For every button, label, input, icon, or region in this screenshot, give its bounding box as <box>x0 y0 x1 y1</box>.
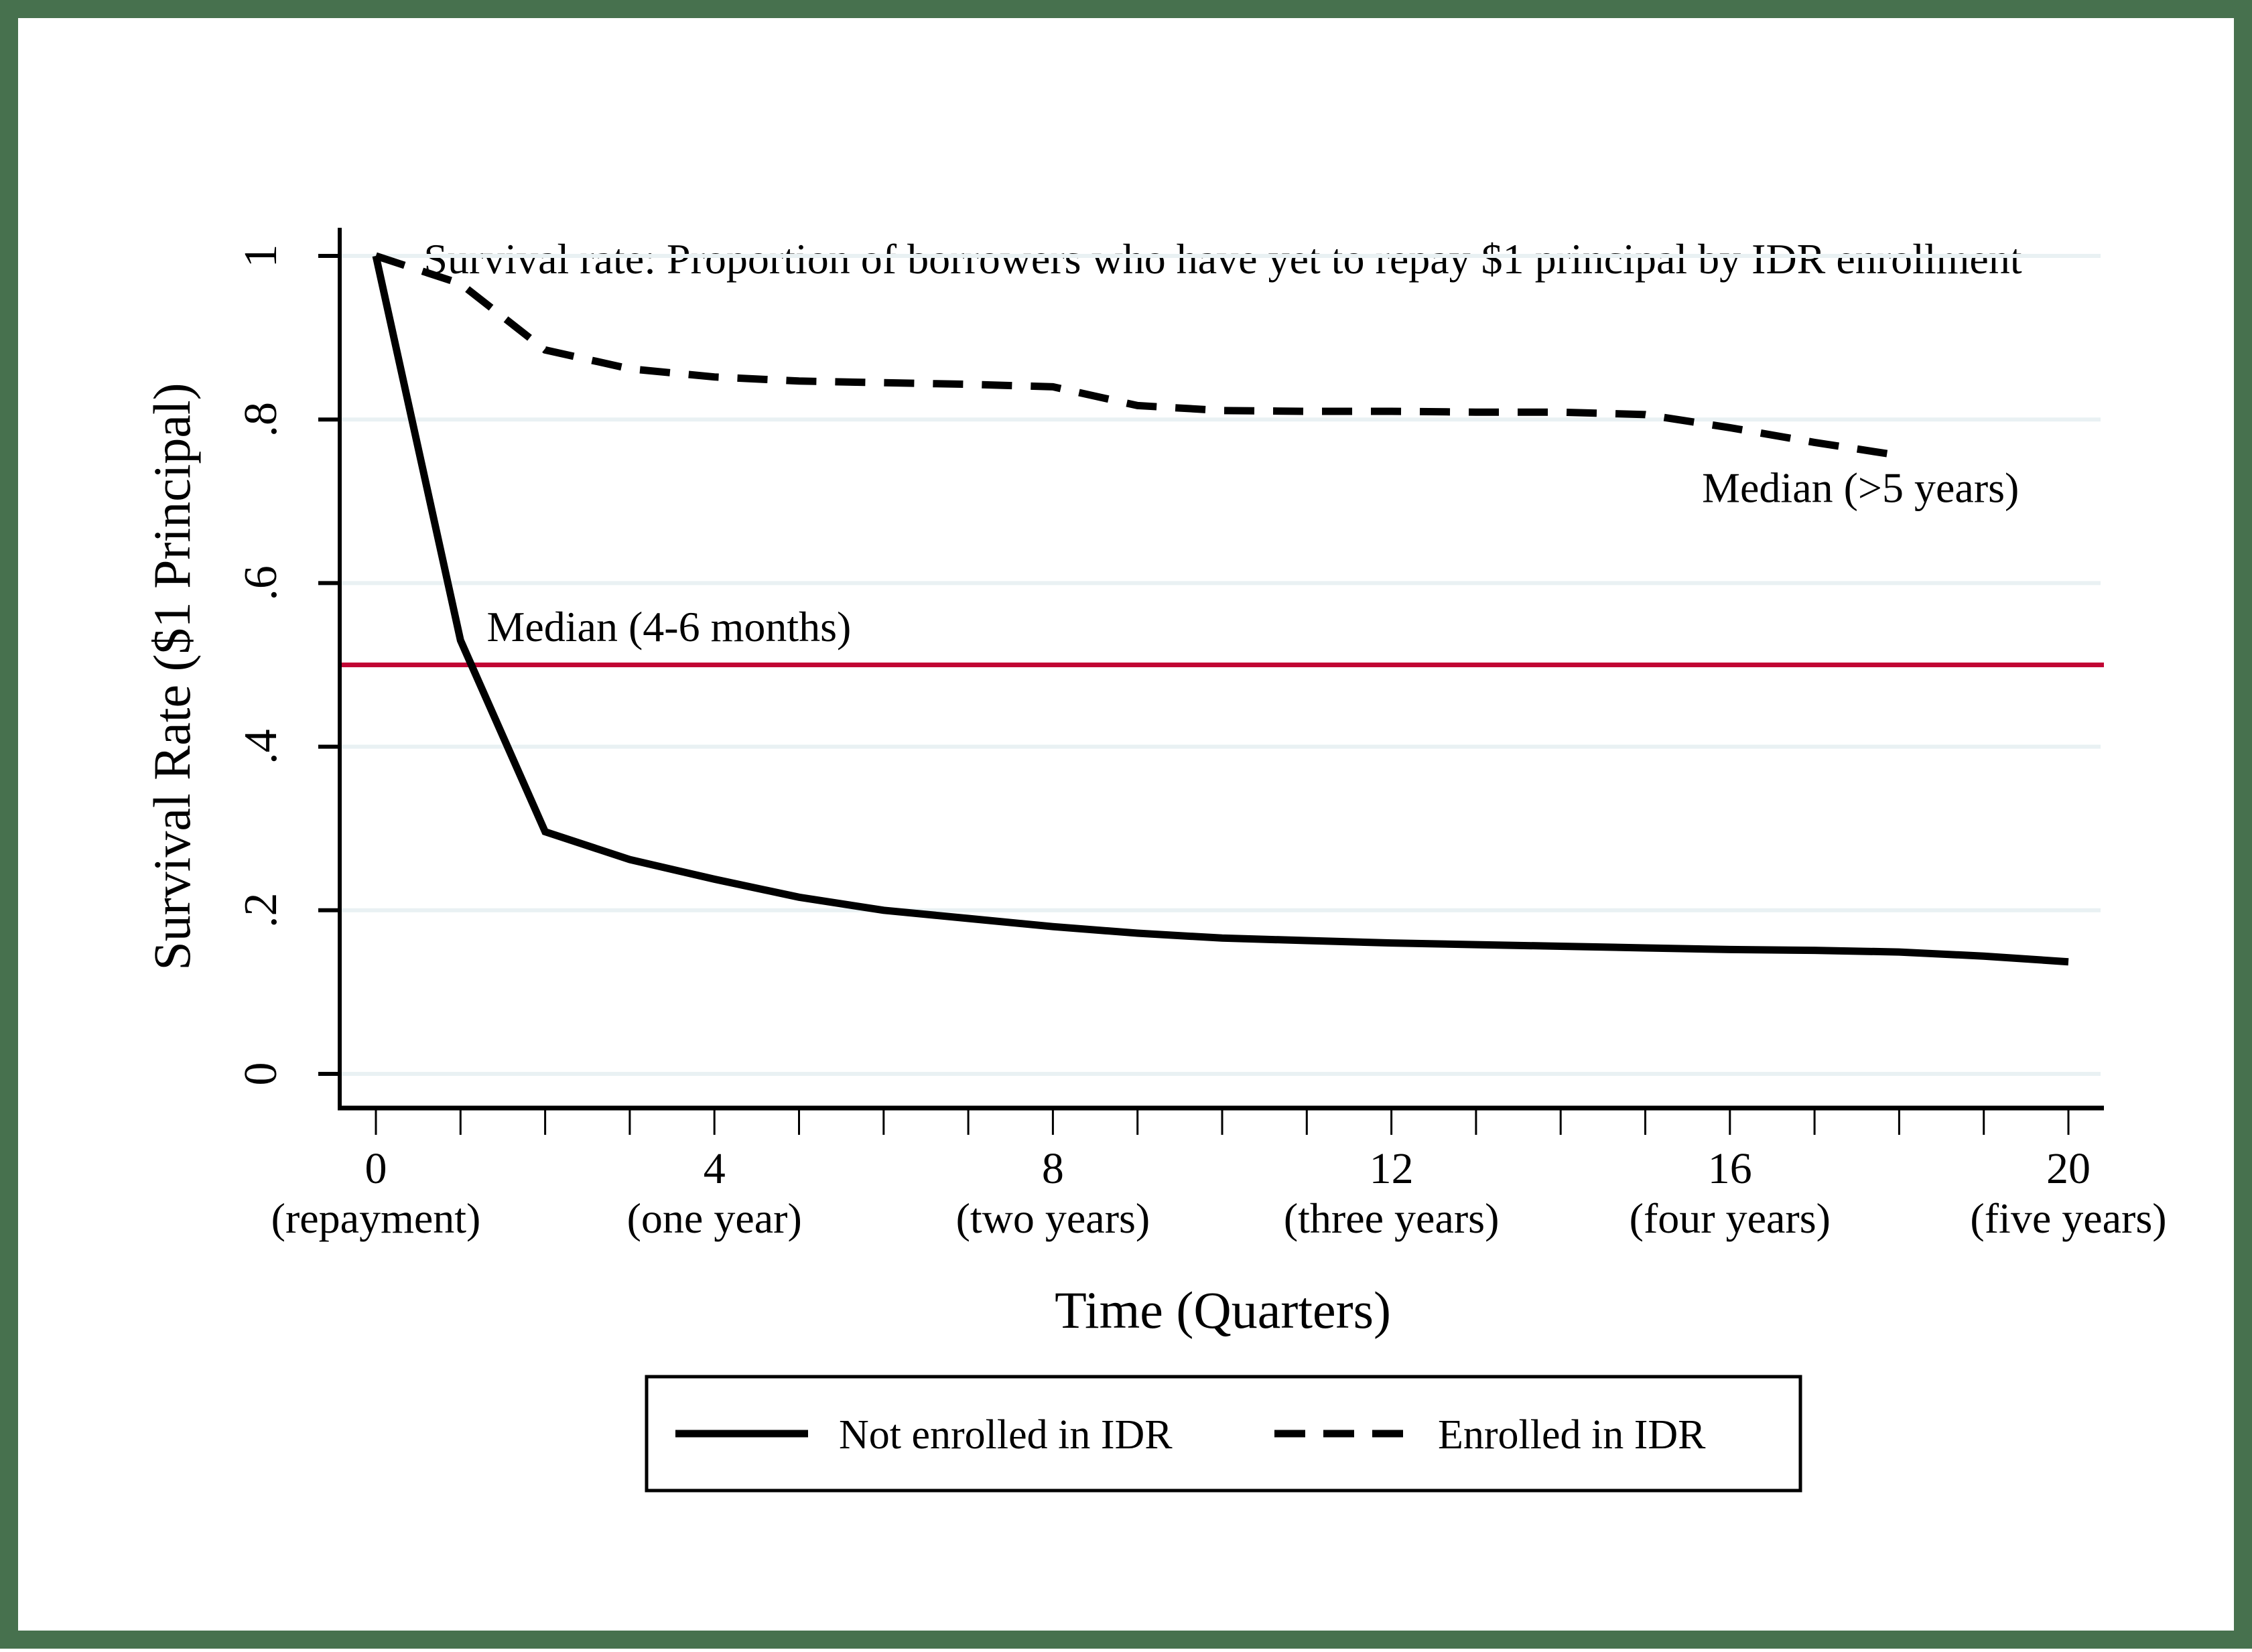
x-tick-label: 8 <box>1042 1144 1064 1193</box>
x-tick-sublabel: (five years) <box>1970 1194 2166 1242</box>
y-axis-ticks <box>318 254 340 1076</box>
gridlines <box>342 254 2101 1076</box>
x-axis-tick-labels: 0(repayment) 4(one year) 8(two years) 12(th… <box>271 1144 2167 1242</box>
legend-label-enrolled: Enrolled in IDR <box>1438 1412 1706 1458</box>
x-axis-ticks <box>375 1108 2070 1135</box>
curve-enrolled-idr <box>375 252 1900 460</box>
legend-box <box>645 1375 1802 1493</box>
x-tick-sublabel: (three years) <box>1284 1194 1500 1242</box>
legend: Not enrolled in IDR Enrolled in IDR <box>645 1375 1802 1493</box>
x-tick-sublabel: (repayment) <box>271 1194 481 1242</box>
x-tick-label: 20 <box>2046 1144 2091 1193</box>
x-tick-label: 0 <box>365 1144 387 1193</box>
y-tick-label: 1 <box>235 245 287 268</box>
annotations: Median (4-6 months) Median (>5 years) <box>486 464 2019 651</box>
chart-title: Survival rate: Proportion of borrowers w… <box>423 235 2022 283</box>
y-tick-label: .2 <box>235 893 287 928</box>
y-tick-label: .6 <box>235 565 287 601</box>
x-tick-label: 16 <box>1708 1144 1752 1193</box>
x-tick-label: 4 <box>704 1144 726 1193</box>
curve-not-enrolled-idr <box>372 255 2069 966</box>
x-axis-title: Time (Quarters) <box>1055 1281 1391 1339</box>
curves <box>372 252 2069 966</box>
legend-label-not-enrolled: Not enrolled in IDR <box>839 1412 1173 1458</box>
x-tick-label: 12 <box>1370 1144 1414 1193</box>
x-tick-sublabel: (two years) <box>956 1194 1150 1242</box>
x-tick-sublabel: (one year) <box>627 1194 802 1242</box>
annotation-median-4-6-months: Median (4-6 months) <box>486 603 851 650</box>
y-axis-title: Survival Rate ($1 Principal) <box>143 383 201 970</box>
y-tick-label: .8 <box>235 402 287 437</box>
annotation-median-gt-5-years: Median (>5 years) <box>1702 464 2019 512</box>
y-tick-label: .4 <box>235 729 287 764</box>
y-axis-tick-labels: 1 .8 .6 .4 .2 0 <box>235 245 287 1086</box>
y-tick-label: 0 <box>235 1062 287 1086</box>
x-tick-sublabel: (four years) <box>1630 1194 1831 1242</box>
